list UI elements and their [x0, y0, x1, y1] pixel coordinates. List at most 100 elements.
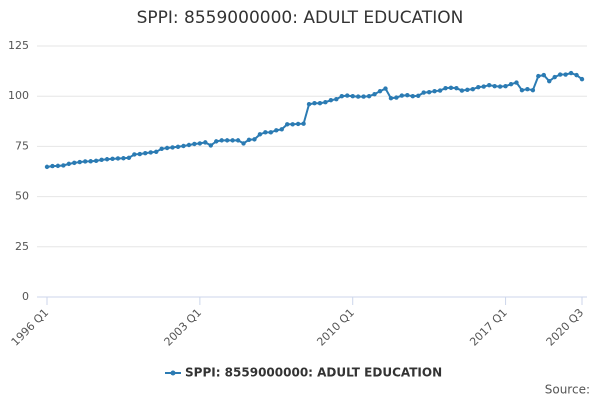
data-point — [514, 80, 519, 85]
data-point — [197, 141, 203, 146]
data-point — [448, 85, 454, 90]
data-point — [153, 149, 159, 155]
data-point — [459, 88, 465, 93]
data-point — [214, 139, 219, 144]
data-point — [224, 138, 230, 143]
data-point — [377, 88, 383, 94]
data-point — [355, 94, 361, 99]
data-point — [328, 98, 334, 103]
data-point — [410, 94, 415, 99]
data-point — [72, 160, 77, 166]
data-point — [306, 102, 312, 107]
data-point — [241, 141, 246, 146]
data-point — [525, 86, 530, 92]
data-point — [104, 157, 110, 162]
data-point — [334, 97, 339, 102]
chart-title: SPPI: 8559000000: ADULT EDUCATION — [137, 8, 464, 28]
data-point — [552, 74, 557, 80]
data-point — [366, 94, 372, 99]
data-point — [77, 159, 82, 165]
data-point — [93, 158, 99, 164]
data-point — [497, 84, 503, 89]
data-point — [579, 76, 585, 82]
data-point — [181, 143, 186, 149]
data-point — [437, 88, 443, 93]
data-point — [208, 143, 213, 148]
y-tick-label: 50 — [15, 190, 29, 203]
y-tick-label: 25 — [15, 240, 29, 253]
data-point — [536, 73, 541, 79]
x-tick-label: 1996 Q1 — [9, 306, 52, 349]
data-point — [388, 96, 394, 101]
x-tick-label: 2003 Q1 — [162, 306, 205, 349]
data-point — [61, 163, 66, 168]
data-point — [44, 164, 50, 170]
data-point — [263, 130, 268, 135]
source: Source: — [545, 383, 590, 397]
data-point — [55, 163, 61, 169]
data-point — [235, 138, 241, 143]
data-point — [192, 141, 197, 147]
data-point — [503, 83, 508, 89]
data-point — [219, 138, 224, 143]
data-point — [563, 72, 568, 77]
data-point — [279, 127, 284, 132]
data-point — [252, 137, 257, 142]
data-point — [432, 88, 437, 94]
data-point — [323, 100, 328, 105]
x-tick-label: 2010 Q1 — [314, 306, 357, 349]
data-point — [285, 122, 290, 127]
data-point — [186, 142, 192, 148]
data-point — [416, 93, 421, 98]
legend-label: SPPI: 8559000000: ADULT EDUCATION — [185, 366, 442, 380]
data-point — [492, 83, 497, 89]
data-point — [454, 85, 459, 91]
data-point — [530, 87, 536, 93]
data-point — [99, 157, 104, 163]
data-point — [268, 130, 274, 135]
data-point — [126, 155, 132, 161]
data-point — [301, 121, 306, 126]
data-point — [110, 156, 115, 162]
data-point — [115, 156, 121, 161]
y-tick-label: 100 — [8, 89, 29, 102]
data-point — [541, 72, 546, 78]
data-point — [405, 92, 410, 98]
x-tick-label: 2017 Q1 — [467, 306, 510, 349]
data-point — [230, 138, 235, 143]
data-point — [399, 93, 405, 98]
legend-marker — [170, 370, 176, 376]
data-point — [361, 94, 366, 99]
data-point — [88, 159, 93, 164]
data-point — [121, 156, 126, 161]
data-point — [547, 78, 552, 84]
data-point — [486, 82, 492, 88]
data-point — [568, 70, 574, 76]
data-point — [83, 159, 88, 164]
data-point — [66, 161, 72, 167]
data-point — [312, 101, 317, 106]
y-tick-label: 125 — [8, 39, 29, 52]
x-tick-label: 2020 Q3 — [544, 306, 587, 349]
data-point — [345, 93, 350, 98]
data-point — [175, 144, 181, 150]
data-point — [143, 151, 148, 156]
data-point — [508, 81, 514, 87]
data-point — [339, 94, 344, 99]
data-point — [274, 128, 279, 133]
data-point — [164, 145, 170, 151]
y-tick-label: 75 — [15, 139, 29, 152]
data-point — [203, 140, 208, 145]
data-point — [159, 146, 164, 152]
data-point — [317, 101, 323, 106]
data-point — [246, 137, 252, 142]
data-point — [295, 121, 301, 127]
data-point — [574, 72, 579, 78]
y-tick-label: 0 — [22, 290, 29, 303]
data-point — [137, 151, 143, 157]
data-point — [383, 86, 388, 91]
data-point — [350, 94, 355, 99]
data-point — [465, 87, 470, 92]
data-point — [257, 132, 263, 137]
